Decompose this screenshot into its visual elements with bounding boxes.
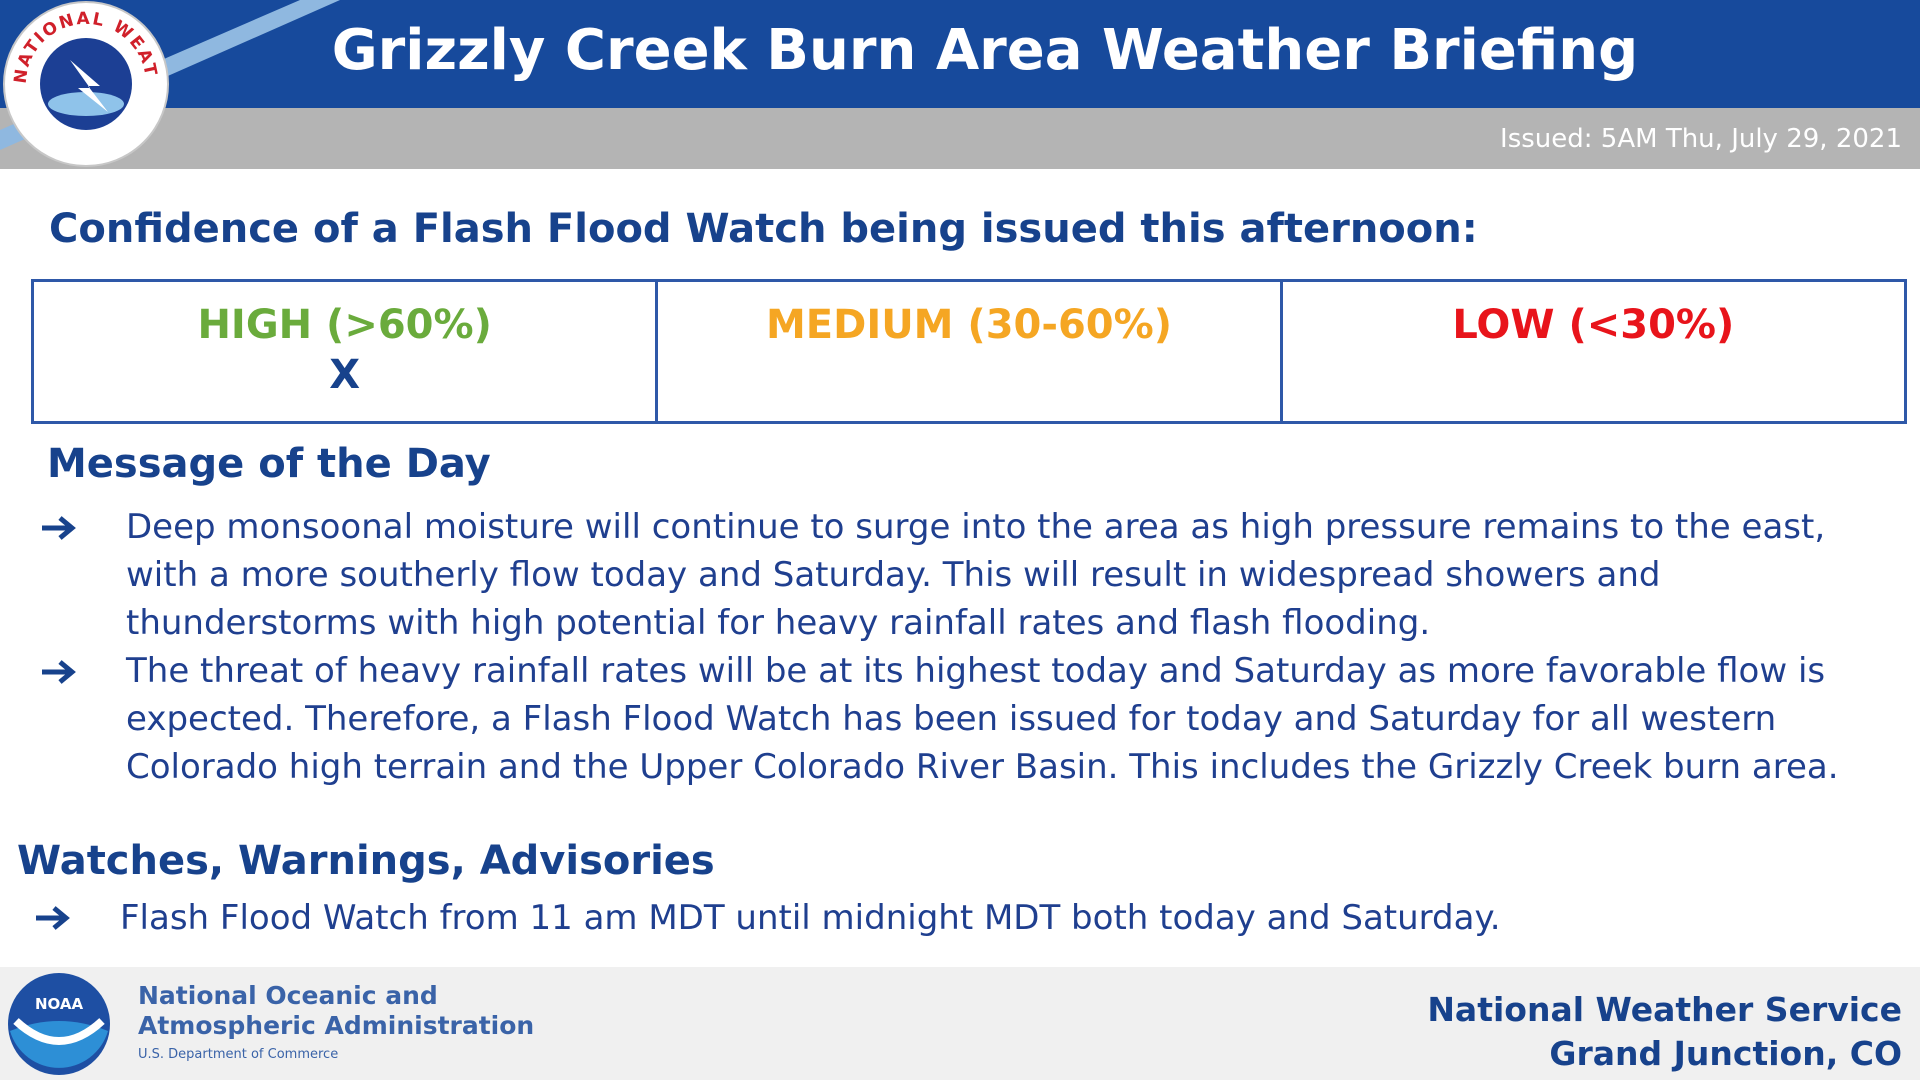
bullet-arrow [36, 906, 70, 930]
footer-text: National Oceanic and [138, 981, 438, 1010]
bullet-arrow [42, 516, 76, 540]
bullet-text: Flash Flood Watch from 11 am MDT until m… [120, 898, 1501, 938]
footer-text: U.S. Department of Commerce [138, 1047, 339, 1062]
table-cell: MEDIUM (30-60%) [655, 282, 1279, 421]
noaa-logo-text: NOAA [35, 995, 84, 1013]
issued-date: Issued: 5AM Thu, July 29, 2021 [1500, 124, 1902, 154]
bullet-arrow [42, 660, 76, 684]
title: Grizzly Creek Burn Area Weather Briefing [331, 18, 1639, 83]
bullet-text: Deep monsoonal moisture will continue to… [126, 507, 1826, 643]
bullet-text: The threat of heavy rainfall rates will … [126, 651, 1839, 787]
footer-text: Atmospheric Administration [138, 1011, 535, 1040]
confidence-table: HIGH (>60%) X MEDIUM (30-60%) LOW (<30%) [31, 279, 1907, 424]
section-heading: Watches, Warnings, Advisories [17, 838, 715, 884]
section-heading: Confidence of a Flash Flood Watch being … [49, 206, 1478, 252]
cell-label: MEDIUM (30-60%) [765, 302, 1172, 348]
header-bar [0, 0, 1920, 108]
header-subbar [0, 108, 1920, 169]
cell-label: HIGH (>60%) [197, 302, 492, 348]
footer-text: Grand Junction, CO [1549, 1034, 1902, 1073]
nws-logo: NATIONAL WEATHER SERVICE [0, 0, 340, 167]
cell-mark: X [329, 352, 361, 398]
table-cell: HIGH (>60%) X [34, 282, 655, 421]
noaa-logo: NOAA [8, 973, 110, 1075]
footer-text: National Weather Service [1427, 990, 1902, 1029]
cell-label: LOW (<30%) [1452, 302, 1735, 348]
section-heading: Message of the Day [47, 441, 491, 487]
table-cell: LOW (<30%) [1279, 282, 1904, 421]
footer [0, 967, 1920, 1080]
